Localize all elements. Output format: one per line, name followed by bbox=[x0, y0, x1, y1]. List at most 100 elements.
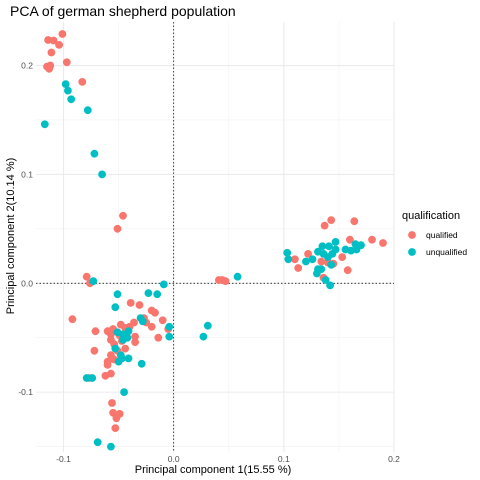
qualified-point bbox=[82, 272, 91, 281]
qualified-point bbox=[58, 30, 67, 38]
unqualified-point bbox=[64, 86, 72, 95]
unqualified-point bbox=[325, 242, 333, 251]
legend-label-unqualified: unqualified bbox=[426, 247, 467, 257]
qualified-point bbox=[119, 211, 127, 220]
qualified-point bbox=[317, 257, 326, 266]
legend-key-unqualified bbox=[408, 248, 416, 256]
qualified-point bbox=[368, 235, 376, 244]
axis-ticks: -0.1 0.0 0.1 0.2 -0.1 0.0 0.1 0.2 bbox=[18, 61, 400, 464]
unqualified-point bbox=[67, 95, 76, 104]
unqualified-point bbox=[123, 333, 132, 342]
qualified-point bbox=[47, 48, 56, 57]
unqualified-point bbox=[165, 332, 174, 341]
qualified-point bbox=[350, 217, 359, 226]
unqualified-point bbox=[327, 260, 336, 269]
unqualified-point bbox=[98, 170, 106, 179]
qualified-point bbox=[101, 371, 110, 380]
qualified-point bbox=[147, 322, 156, 331]
unqualified-point bbox=[90, 149, 99, 158]
qualified-point bbox=[49, 36, 58, 45]
unqualified-point bbox=[138, 317, 147, 326]
unqualified-point bbox=[82, 374, 91, 382]
legend: qualification qualified unqualified bbox=[402, 210, 467, 257]
unqualified-point bbox=[326, 281, 334, 290]
qualified-point bbox=[154, 333, 163, 342]
qualified-point bbox=[151, 308, 159, 317]
series-unqualified bbox=[40, 80, 365, 451]
qualified-point bbox=[294, 264, 303, 272]
unqualified-point bbox=[113, 290, 122, 299]
legend-key-qualified bbox=[408, 231, 416, 239]
unqualified-point bbox=[113, 328, 122, 337]
x-tick-label: 0.0 bbox=[168, 454, 180, 464]
unqualified-point bbox=[313, 269, 321, 278]
qualified-point bbox=[346, 235, 354, 244]
legend-title: qualification bbox=[402, 210, 460, 222]
unqualified-point bbox=[114, 357, 123, 366]
unqualified-point bbox=[144, 289, 153, 297]
qualified-point bbox=[304, 250, 312, 258]
unqualified-point bbox=[331, 238, 340, 246]
unqualified-point bbox=[93, 438, 102, 447]
unqualified-point bbox=[61, 80, 70, 88]
unqualified-point bbox=[111, 344, 120, 353]
x-tick-label: 0.1 bbox=[278, 454, 290, 464]
qualified-point bbox=[108, 399, 116, 407]
qualified-point bbox=[91, 327, 100, 336]
unqualified-point bbox=[88, 374, 97, 382]
qualified-point bbox=[320, 221, 329, 230]
series-qualified bbox=[43, 30, 387, 432]
legend-items: qualified unqualified bbox=[408, 230, 467, 257]
y-tick-label: -0.1 bbox=[18, 387, 33, 397]
qualified-point bbox=[131, 338, 140, 346]
unqualified-point bbox=[111, 303, 120, 312]
unqualified-point bbox=[120, 388, 128, 396]
unqualified-point bbox=[199, 332, 208, 341]
x-tick-label: -0.1 bbox=[56, 454, 71, 464]
unqualified-point bbox=[89, 277, 98, 285]
qualified-point bbox=[338, 253, 347, 261]
unqualified-point bbox=[352, 245, 361, 254]
qualified-point bbox=[126, 299, 135, 307]
unqualified-point bbox=[233, 272, 242, 281]
unqualified-point bbox=[153, 290, 162, 299]
x-tick-label: 0.2 bbox=[388, 454, 400, 464]
data-points bbox=[40, 30, 387, 451]
qualified-point bbox=[45, 64, 54, 73]
unqualified-point bbox=[83, 106, 92, 115]
legend-label-qualified: qualified bbox=[426, 230, 458, 240]
unqualified-point bbox=[302, 257, 310, 266]
unqualified-point bbox=[308, 255, 317, 264]
unqualified-point bbox=[283, 248, 292, 257]
qualified-point bbox=[62, 58, 71, 67]
unqualified-point bbox=[107, 442, 115, 451]
qualified-point bbox=[113, 224, 122, 233]
qualified-point bbox=[112, 414, 121, 423]
qualified-point bbox=[78, 78, 87, 86]
y-tick-label: 0.1 bbox=[21, 169, 33, 179]
unqualified-point bbox=[321, 276, 330, 284]
unqualified-point bbox=[159, 280, 168, 289]
grid-layer bbox=[36, 22, 395, 452]
x-axis-title: Principal component 1(15.55 %) bbox=[135, 464, 292, 476]
unqualified-point bbox=[203, 321, 212, 330]
unqualified-point bbox=[165, 322, 174, 331]
qualified-point bbox=[68, 315, 77, 324]
qualified-point bbox=[111, 424, 120, 432]
unqualified-point bbox=[324, 253, 332, 261]
qualified-point bbox=[379, 239, 387, 247]
qualified-point bbox=[327, 216, 336, 225]
y-axis-title: Principal component 2(10.14 %) bbox=[5, 158, 17, 315]
unqualified-point bbox=[124, 354, 133, 363]
qualified-point bbox=[221, 277, 230, 285]
qualified-point bbox=[103, 361, 112, 369]
unqualified-point bbox=[137, 359, 146, 368]
qualified-point bbox=[135, 301, 144, 309]
qualified-point bbox=[107, 330, 115, 339]
reference-lines bbox=[36, 22, 394, 452]
qualified-point bbox=[121, 344, 130, 353]
qualified-point bbox=[131, 332, 140, 341]
y-tick-label: 0.2 bbox=[21, 61, 33, 71]
qualified-point bbox=[343, 266, 352, 275]
